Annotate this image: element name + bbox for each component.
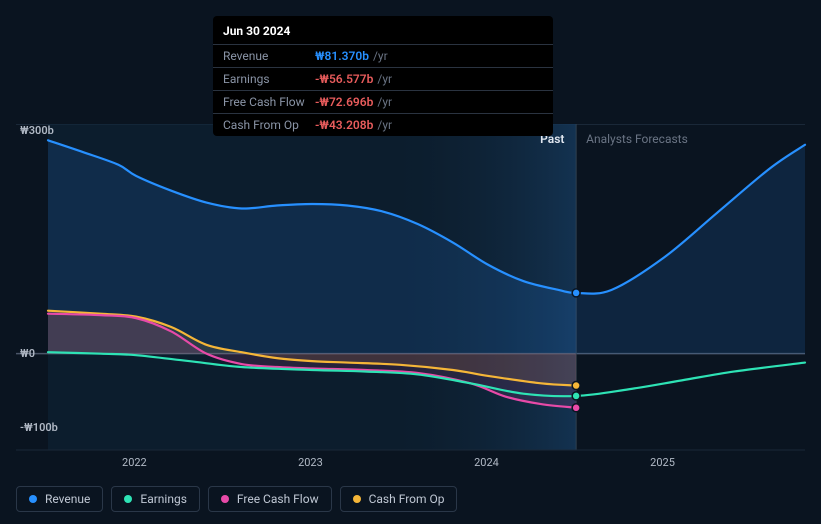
x-axis-label: 2023 [298,456,323,469]
legend-item-cash-from-op[interactable]: Cash From Op [340,486,458,512]
legend-label: Cash From Op [369,492,445,506]
tooltip-metric-value: -₩72.696b [315,95,373,109]
legend-dot [29,495,37,503]
legend-item-free-cash-flow[interactable]: Free Cash Flow [208,486,332,512]
legend-dot [221,495,229,503]
tooltip-metric-value: ₩81.370b [315,49,369,63]
legend-label: Earnings [140,492,187,506]
tooltip-metric-unit: /yr [377,72,392,86]
x-axis-label: 2022 [122,456,147,469]
y-axis-label: -₩100b [20,421,58,434]
tooltip-metric-label: Free Cash Flow [223,95,315,109]
chart-legend: Revenue Earnings Free Cash Flow Cash From O… [16,486,457,512]
tooltip-metric-label: Earnings [223,72,315,86]
chart-tooltip: Jun 30 2024 Revenue₩81.370b/yrEarnings-₩… [213,16,553,136]
tooltip-row: Cash From Op-₩43.208b/yr [213,113,553,136]
legend-item-revenue[interactable]: Revenue [16,486,103,512]
tooltip-metric-label: Cash From Op [223,118,315,132]
legend-dot [124,495,132,503]
x-axis-label: 2024 [474,456,499,469]
tooltip-metric-label: Revenue [223,49,315,63]
y-axis-label: ₩0 [20,347,35,360]
chart-svg [16,124,805,474]
financial-chart [16,124,805,474]
legend-label: Free Cash Flow [237,492,319,506]
x-axis-label: 2025 [650,456,675,469]
y-axis-label: ₩300b [20,124,54,137]
forecast-section-label: Analysts Forecasts [586,132,688,146]
tooltip-metric-value: -₩43.208b [315,118,373,132]
tooltip-metric-value: -₩56.577b [315,72,373,86]
legend-label: Revenue [45,492,90,506]
legend-dot [353,495,361,503]
tooltip-metric-unit: /yr [377,95,392,109]
tooltip-row: Revenue₩81.370b/yr [213,44,553,67]
tooltip-row: Free Cash Flow-₩72.696b/yr [213,90,553,113]
tooltip-metric-unit: /yr [373,49,388,63]
tooltip-metric-unit: /yr [377,118,392,132]
tooltip-row: Earnings-₩56.577b/yr [213,67,553,90]
tooltip-title: Jun 30 2024 [213,16,553,44]
legend-item-earnings[interactable]: Earnings [111,486,200,512]
